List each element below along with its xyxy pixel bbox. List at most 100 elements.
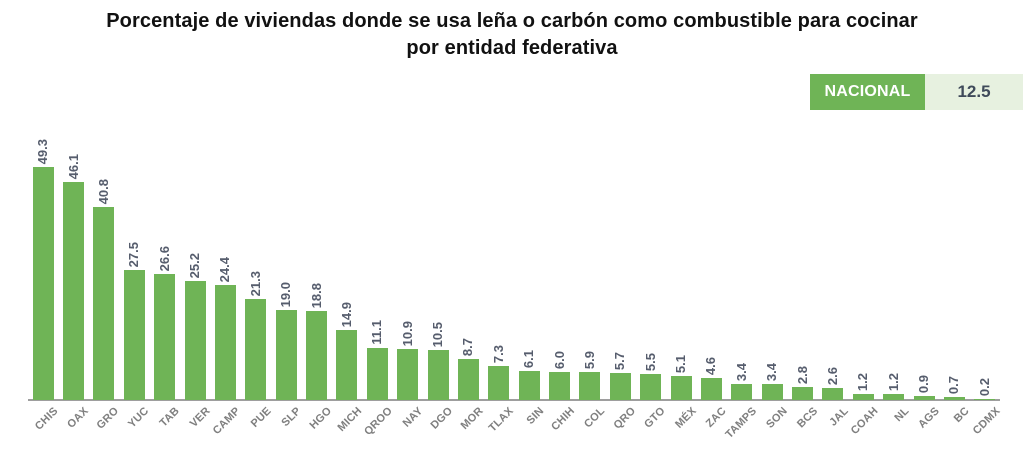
bar-value-label: 5.9 [581, 350, 597, 369]
bar-category-label: COL [582, 405, 608, 431]
bar-column: 0.9 AGS [909, 132, 942, 431]
bar-column: 7.3 TLAX [484, 132, 516, 434]
bar-value-label: 8.7 [460, 337, 476, 356]
bar-value-label: 10.9 [399, 320, 415, 346]
bar-column: 0.7 BC [939, 132, 972, 425]
bar-category-label: MOR [458, 405, 486, 433]
bar [731, 384, 753, 400]
bar-category-label: ZAC [704, 405, 729, 430]
bar-value-label: 14.9 [338, 301, 354, 327]
bar [670, 376, 692, 400]
bar-column: 5.1 MÉX [666, 132, 699, 431]
bar [700, 378, 722, 400]
bar-column: 24.4 CAMP [210, 132, 243, 437]
chart-title: Porcentaje de viviendas donde se usa leñ… [0, 8, 1024, 62]
bar-value-label: 4.6 [703, 356, 719, 375]
bar-value-label: 1.2 [885, 372, 901, 391]
bar-value-label: 5.1 [673, 354, 689, 373]
bar-value-label: 2.6 [824, 366, 840, 385]
bar [852, 394, 874, 400]
bar [93, 207, 115, 400]
bar-value-label: 5.7 [612, 351, 628, 370]
bar-column: 21.3 PUE [241, 132, 273, 430]
bar-column: 2.8 BCS [787, 132, 820, 430]
bar-category-label: CAMP [210, 405, 243, 437]
bar-category-label: OAX [65, 405, 92, 431]
bar-value-label: 2.8 [794, 365, 810, 384]
nacional-badge-label: NACIONAL [810, 74, 925, 110]
bar-value-label: 46.1 [65, 153, 81, 179]
bar-column: 0.2 CDMX [970, 132, 1002, 437]
bar-category-label: BC [951, 405, 972, 426]
bar [974, 399, 996, 400]
bar [32, 167, 54, 400]
bar-value-label: 1.2 [855, 372, 871, 391]
bar-column: 27.5 YUC [119, 132, 152, 430]
bar [609, 373, 631, 400]
bar-value-label: 27.5 [126, 241, 142, 267]
bar-category-label: GRO [94, 405, 122, 432]
bar [184, 281, 206, 400]
bar-column: 49.3 CHIS [28, 132, 61, 433]
bar-column: 3.4 SON [757, 132, 790, 431]
bar [306, 311, 328, 400]
bar [123, 270, 145, 400]
bar-category-label: HGO [307, 405, 335, 432]
bar-value-label: 11.1 [369, 320, 385, 345]
bar [366, 348, 388, 400]
bar [154, 274, 176, 400]
bar-column: 5.7 QRO [605, 132, 638, 432]
bar-value-label: 24.4 [217, 256, 233, 282]
bar-category-label: TLAX [486, 405, 517, 435]
bar-column: 1.2 COAH [848, 132, 881, 437]
bar-value-label: 5.5 [642, 352, 658, 371]
bar-category-label: YUC [126, 405, 152, 431]
bar-column: 18.8 HGO [301, 132, 334, 432]
bar-column: 19.0 SLP [271, 132, 304, 429]
bar-column: 10.5 DGO [423, 132, 456, 432]
bar-column: 6.0 CHIH [544, 132, 577, 433]
bar [579, 372, 601, 400]
bar-column: 10.9 NAY [393, 132, 425, 430]
bar-category-label: PUE [248, 405, 274, 430]
bar-value-label: 3.4 [733, 362, 749, 381]
bar-column: 4.6 ZAC [696, 132, 729, 430]
bar [761, 384, 783, 400]
bar-column: 46.1 OAX [58, 132, 91, 431]
bar [488, 366, 510, 400]
bar-category-label: MÉX [672, 405, 699, 431]
bar-category-label: VER [187, 405, 213, 430]
bar [336, 330, 358, 400]
bar-category-label: CHIS [33, 405, 61, 433]
nacional-badge: NACIONAL 12.5 [810, 74, 1023, 110]
bar-column: 11.1 QROO [362, 132, 395, 437]
chart-title-line1: Porcentaje de viviendas donde se usa leñ… [106, 10, 918, 32]
bar [822, 388, 844, 400]
bar-category-label: CHIH [548, 405, 578, 434]
nacional-badge-value: 12.5 [925, 74, 1023, 110]
bar [913, 396, 935, 400]
bar [275, 310, 297, 400]
bar-category-label: TAB [157, 405, 183, 430]
bar-value-label: 0.9 [916, 374, 932, 393]
bar-category-label: NAY [400, 405, 426, 430]
bar-column: 2.6 JAL [818, 132, 850, 429]
bar [883, 394, 905, 400]
bar-column: 3.4 TAMPS [723, 132, 759, 441]
bar-value-label: 0.2 [976, 377, 992, 396]
bar [214, 285, 236, 400]
bar-category-label: NL [892, 405, 912, 425]
bar-value-label: 0.7 [946, 375, 962, 394]
bar-value-label: 25.2 [187, 252, 203, 278]
bar [792, 387, 814, 400]
bar-value-label: 6.1 [521, 349, 537, 368]
bar-category-label: QRO [611, 405, 638, 432]
bar [518, 371, 540, 400]
bar-column: 8.7 MOR [453, 132, 486, 432]
bar [397, 349, 419, 400]
bar-column: 5.5 GTO [636, 132, 668, 431]
bar-value-label: 3.4 [764, 362, 780, 381]
bar-column: 14.9 MICH [332, 132, 364, 434]
bar-value-label: 40.8 [95, 178, 111, 204]
